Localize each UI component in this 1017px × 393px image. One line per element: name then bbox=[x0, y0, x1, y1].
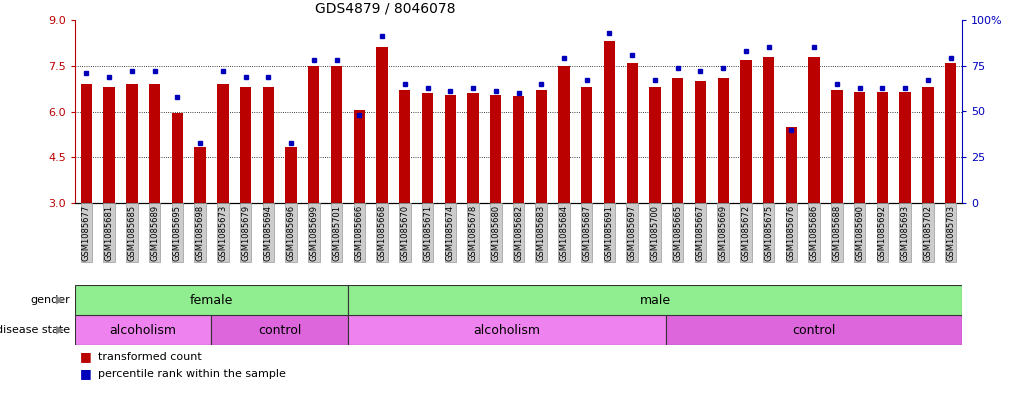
Text: GSM1085683: GSM1085683 bbox=[537, 205, 546, 261]
Text: GSM1085676: GSM1085676 bbox=[787, 205, 796, 261]
Text: GSM1085697: GSM1085697 bbox=[627, 205, 637, 261]
Text: GSM1085699: GSM1085699 bbox=[309, 205, 318, 261]
Bar bbox=[172, 113, 183, 203]
Text: GSM1085696: GSM1085696 bbox=[287, 205, 296, 261]
Text: GSM1085694: GSM1085694 bbox=[263, 205, 273, 261]
Bar bbox=[763, 57, 774, 203]
Bar bbox=[444, 95, 456, 203]
Bar bbox=[490, 95, 501, 203]
Bar bbox=[672, 78, 683, 203]
Text: alcoholism: alcoholism bbox=[110, 323, 177, 336]
Text: male: male bbox=[640, 294, 670, 307]
Bar bbox=[945, 63, 956, 203]
Text: GSM1085669: GSM1085669 bbox=[719, 205, 728, 261]
Text: gender: gender bbox=[31, 295, 70, 305]
Bar bbox=[718, 78, 729, 203]
Text: GSM1085668: GSM1085668 bbox=[377, 205, 386, 261]
Text: ▶: ▶ bbox=[56, 295, 64, 305]
Text: ■: ■ bbox=[80, 367, 92, 380]
Bar bbox=[422, 93, 433, 203]
Text: percentile rank within the sample: percentile rank within the sample bbox=[99, 369, 286, 378]
Bar bbox=[831, 90, 843, 203]
Text: GSM1085672: GSM1085672 bbox=[741, 205, 751, 261]
Text: GSM1085693: GSM1085693 bbox=[901, 205, 909, 261]
Bar bbox=[262, 87, 274, 203]
Text: GSM1085690: GSM1085690 bbox=[855, 205, 864, 261]
Bar bbox=[148, 84, 161, 203]
Text: GSM1085681: GSM1085681 bbox=[105, 205, 114, 261]
Text: GSM1085679: GSM1085679 bbox=[241, 205, 250, 261]
Text: GSM1085674: GSM1085674 bbox=[445, 205, 455, 261]
Bar bbox=[126, 84, 137, 203]
Text: GDS4879 / 8046078: GDS4879 / 8046078 bbox=[315, 1, 456, 15]
Text: female: female bbox=[190, 294, 233, 307]
Text: GSM1085675: GSM1085675 bbox=[764, 205, 773, 261]
Text: ▶: ▶ bbox=[56, 325, 64, 335]
Text: GSM1085666: GSM1085666 bbox=[355, 205, 364, 261]
Bar bbox=[240, 87, 251, 203]
Bar bbox=[695, 81, 706, 203]
Text: GSM1085691: GSM1085691 bbox=[605, 205, 614, 261]
Bar bbox=[877, 92, 888, 203]
Bar bbox=[348, 315, 666, 345]
Bar bbox=[468, 93, 479, 203]
Bar bbox=[218, 84, 229, 203]
Bar bbox=[581, 87, 593, 203]
Bar bbox=[80, 84, 93, 203]
Text: GSM1085673: GSM1085673 bbox=[219, 205, 228, 261]
Bar bbox=[354, 110, 365, 203]
Text: ■: ■ bbox=[80, 350, 92, 363]
Text: GSM1085685: GSM1085685 bbox=[127, 205, 136, 261]
Text: GSM1085702: GSM1085702 bbox=[923, 205, 933, 261]
Bar bbox=[899, 92, 911, 203]
Text: control: control bbox=[792, 323, 836, 336]
Text: control: control bbox=[258, 323, 301, 336]
Text: GSM1085684: GSM1085684 bbox=[559, 205, 569, 261]
Text: GSM1085701: GSM1085701 bbox=[333, 205, 341, 261]
Bar bbox=[786, 127, 797, 203]
Text: GSM1085692: GSM1085692 bbox=[878, 205, 887, 261]
Bar bbox=[286, 147, 297, 203]
Text: GSM1085687: GSM1085687 bbox=[582, 205, 591, 261]
Text: GSM1085703: GSM1085703 bbox=[946, 205, 955, 261]
Bar bbox=[348, 285, 962, 315]
Bar bbox=[194, 147, 205, 203]
Text: GSM1085698: GSM1085698 bbox=[195, 205, 204, 261]
Bar bbox=[104, 87, 115, 203]
Bar bbox=[666, 315, 962, 345]
Text: GSM1085670: GSM1085670 bbox=[401, 205, 409, 261]
Bar bbox=[922, 87, 934, 203]
Text: transformed count: transformed count bbox=[99, 352, 202, 362]
Text: alcoholism: alcoholism bbox=[474, 323, 541, 336]
Text: GSM1085682: GSM1085682 bbox=[514, 205, 523, 261]
Text: GSM1085667: GSM1085667 bbox=[696, 205, 705, 261]
Bar bbox=[399, 90, 411, 203]
Bar bbox=[513, 96, 524, 203]
Text: GSM1085689: GSM1085689 bbox=[151, 205, 159, 261]
Bar bbox=[376, 48, 387, 203]
Bar bbox=[604, 41, 615, 203]
Text: GSM1085677: GSM1085677 bbox=[82, 205, 91, 261]
Bar bbox=[809, 57, 820, 203]
Bar bbox=[536, 90, 547, 203]
Bar bbox=[854, 92, 865, 203]
Bar bbox=[308, 66, 319, 203]
Bar bbox=[558, 66, 570, 203]
Bar bbox=[649, 87, 661, 203]
Text: GSM1085695: GSM1085695 bbox=[173, 205, 182, 261]
Text: GSM1085700: GSM1085700 bbox=[651, 205, 659, 261]
Text: disease state: disease state bbox=[0, 325, 70, 335]
Text: GSM1085671: GSM1085671 bbox=[423, 205, 432, 261]
Bar bbox=[626, 63, 638, 203]
Text: GSM1085686: GSM1085686 bbox=[810, 205, 819, 261]
Bar bbox=[75, 315, 212, 345]
Bar bbox=[331, 66, 343, 203]
Bar bbox=[75, 285, 348, 315]
Text: GSM1085665: GSM1085665 bbox=[673, 205, 682, 261]
Text: GSM1085680: GSM1085680 bbox=[491, 205, 500, 261]
Text: GSM1085678: GSM1085678 bbox=[469, 205, 478, 261]
Bar bbox=[740, 60, 752, 203]
Bar bbox=[212, 315, 348, 345]
Text: GSM1085688: GSM1085688 bbox=[832, 205, 841, 261]
